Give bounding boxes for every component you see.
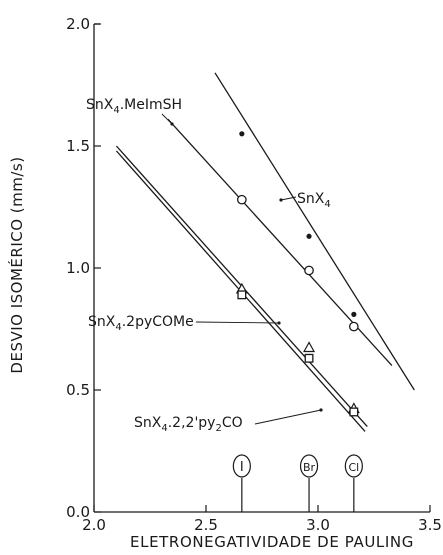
halogen-label: I [240,460,244,475]
halogen-badge [344,454,363,478]
data-point-square [304,353,314,363]
data-point-square [349,407,359,417]
data-point-circle [304,265,314,276]
x-tick-label: 3.5 [418,516,442,534]
x-axis-label: ELETRONEGATIVIDADE DE PAULING [130,533,414,551]
fit-line [214,72,415,391]
series-label: SnX4.2,2'py2CO [134,415,243,434]
data-point-triangle [303,341,316,353]
x-tick-label: 2.5 [194,516,218,534]
data-point-dot [239,131,245,137]
label-leader-line [280,196,297,201]
y-tick-label: 2.0 [66,15,90,33]
label-leader-line [161,113,173,125]
data-point-circle [348,321,359,332]
series-label: SnX4.MeImSH [86,97,182,116]
halogen-label: Br [303,461,316,474]
leader-arrow-tip [319,408,323,412]
series-label: SnX4 [297,191,331,210]
y-tick-label: 0.0 [66,503,90,521]
y-tick-label: 1.0 [66,259,90,277]
leader-arrow-tip [170,122,174,126]
data-point-dot [306,233,312,239]
halogen-badge [299,454,319,478]
data-point-dot [351,311,357,317]
halogen-badge [232,454,251,478]
y-axis-label: DESVIO ISOMÉRICO (mm/s) [7,156,26,373]
data-point-circle [236,194,247,205]
label-leader-line [254,409,322,425]
leader-arrow-tip [277,321,281,325]
y-tick-label: 1.5 [66,137,90,155]
y-tick-label: 0.5 [66,381,90,399]
label-leader-line [195,321,280,324]
data-point-square [237,290,247,300]
series-label: SnX4.2pyCOMe [88,314,194,333]
x-tick-label: 3.0 [306,516,330,534]
leader-arrow-tip [279,198,283,202]
x-tick-label: 2.0 [82,516,106,534]
halogen-label: Cl [348,461,359,474]
